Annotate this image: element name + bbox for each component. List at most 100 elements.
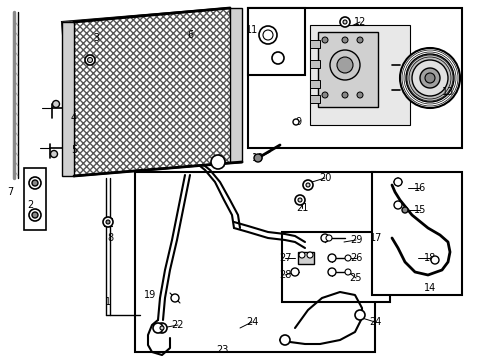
Circle shape: [271, 52, 284, 64]
Circle shape: [280, 335, 289, 345]
Circle shape: [341, 92, 347, 98]
Bar: [309, 80, 319, 88]
Circle shape: [399, 48, 459, 108]
Circle shape: [424, 73, 434, 83]
Text: 10: 10: [251, 153, 264, 163]
Circle shape: [87, 58, 92, 63]
Text: 15: 15: [413, 205, 426, 215]
Circle shape: [325, 235, 331, 241]
Polygon shape: [229, 8, 242, 162]
Text: 24: 24: [368, 317, 381, 327]
Text: 17: 17: [369, 233, 382, 243]
Text: 24: 24: [245, 317, 258, 327]
Text: 20: 20: [318, 173, 330, 183]
Circle shape: [153, 323, 163, 333]
Circle shape: [160, 326, 163, 330]
Circle shape: [320, 234, 328, 242]
Circle shape: [401, 207, 407, 213]
Text: 12: 12: [353, 17, 366, 27]
Circle shape: [345, 269, 350, 275]
Bar: [371, 172, 461, 295]
Text: 28: 28: [278, 270, 290, 280]
Polygon shape: [62, 8, 242, 176]
Circle shape: [32, 180, 38, 186]
Text: 27: 27: [278, 253, 291, 263]
Circle shape: [85, 55, 95, 65]
Circle shape: [345, 255, 350, 261]
Circle shape: [297, 198, 302, 202]
Text: 16: 16: [413, 183, 425, 193]
Text: 23: 23: [215, 345, 228, 355]
Text: 29: 29: [349, 235, 362, 245]
Bar: [24, 168, 46, 230]
Text: 18: 18: [423, 253, 435, 263]
Circle shape: [292, 119, 298, 125]
Text: 2: 2: [27, 200, 33, 210]
Text: 11: 11: [245, 25, 258, 35]
Circle shape: [430, 256, 438, 264]
Text: 3: 3: [93, 33, 99, 43]
Circle shape: [336, 57, 352, 73]
Bar: [309, 25, 409, 125]
Text: 1: 1: [105, 297, 111, 307]
Text: 4: 4: [71, 113, 77, 123]
Bar: [309, 40, 319, 48]
Text: 6: 6: [186, 30, 193, 40]
Circle shape: [259, 26, 276, 44]
Circle shape: [321, 92, 327, 98]
Circle shape: [29, 177, 41, 189]
Circle shape: [329, 50, 359, 80]
Bar: [135, 172, 374, 352]
Circle shape: [342, 20, 346, 24]
Circle shape: [157, 323, 167, 333]
Circle shape: [171, 294, 179, 302]
Bar: [297, 252, 313, 264]
Circle shape: [106, 220, 110, 224]
Bar: [247, 8, 461, 148]
Text: 25: 25: [349, 273, 362, 283]
Circle shape: [50, 150, 58, 158]
Circle shape: [52, 100, 60, 108]
Text: 19: 19: [143, 290, 156, 300]
Circle shape: [305, 183, 309, 187]
Circle shape: [306, 252, 312, 258]
Text: 22: 22: [171, 320, 184, 330]
Circle shape: [290, 268, 298, 276]
Bar: [282, 232, 389, 302]
Circle shape: [405, 54, 453, 102]
Circle shape: [411, 60, 447, 96]
Bar: [317, 32, 377, 107]
Text: 14: 14: [423, 283, 435, 293]
Text: 5: 5: [71, 145, 77, 155]
Circle shape: [210, 155, 224, 169]
Text: 13: 13: [441, 87, 453, 97]
Circle shape: [327, 254, 335, 262]
Circle shape: [253, 154, 262, 162]
Bar: [309, 95, 319, 103]
Polygon shape: [62, 22, 74, 176]
Text: 8: 8: [107, 233, 113, 243]
Circle shape: [354, 310, 364, 320]
Circle shape: [263, 30, 272, 40]
Text: 26: 26: [349, 253, 362, 263]
Circle shape: [393, 178, 401, 186]
Circle shape: [419, 68, 439, 88]
Circle shape: [341, 37, 347, 43]
Circle shape: [356, 92, 362, 98]
Circle shape: [327, 268, 335, 276]
Circle shape: [294, 195, 305, 205]
Text: 21: 21: [295, 203, 307, 213]
Circle shape: [32, 212, 38, 218]
Circle shape: [393, 201, 401, 209]
Circle shape: [339, 17, 349, 27]
Circle shape: [321, 37, 327, 43]
Bar: [247, 8, 305, 75]
Circle shape: [103, 217, 113, 227]
Circle shape: [29, 209, 41, 221]
Circle shape: [303, 180, 312, 190]
Text: 7: 7: [7, 187, 13, 197]
Text: 9: 9: [294, 117, 301, 127]
Circle shape: [298, 252, 305, 258]
Circle shape: [356, 37, 362, 43]
Bar: [309, 60, 319, 68]
